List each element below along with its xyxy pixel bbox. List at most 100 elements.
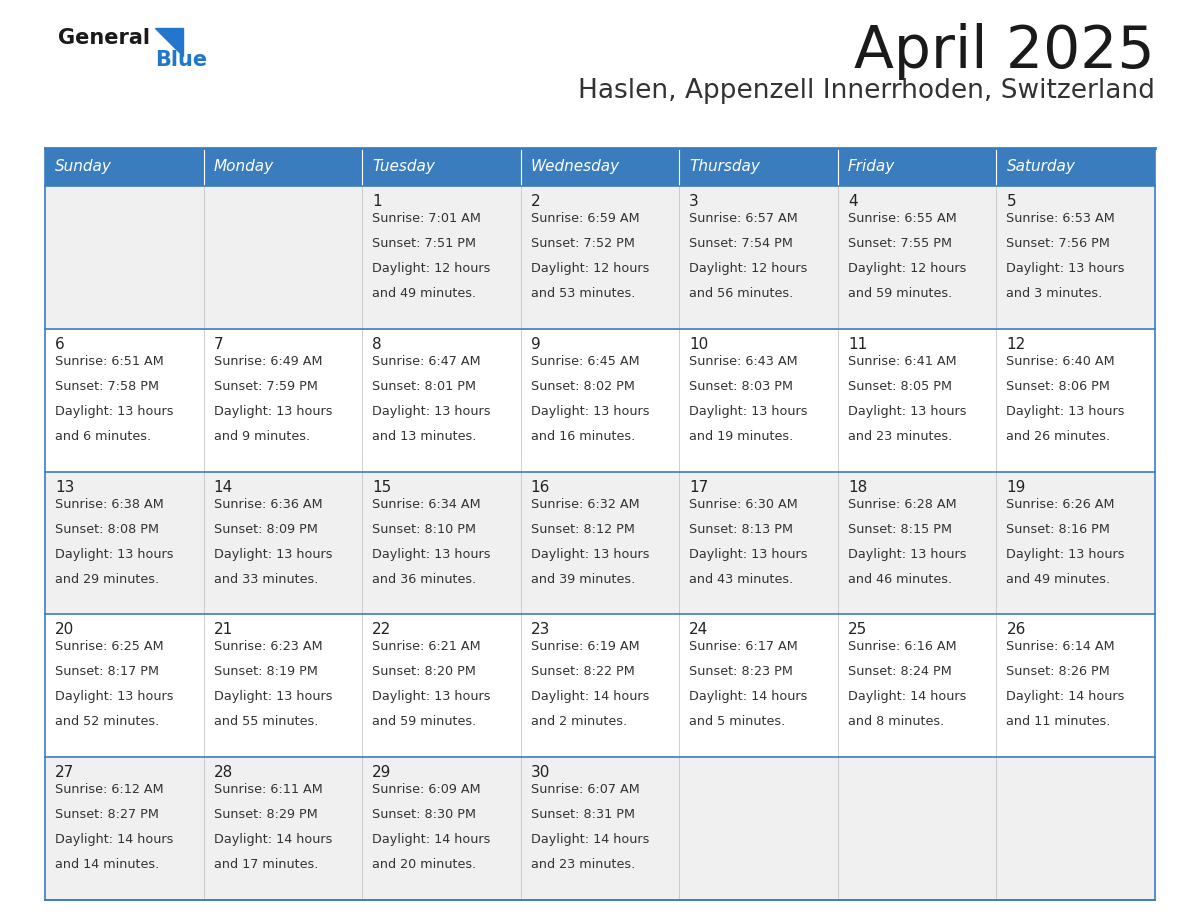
Text: Daylight: 12 hours: Daylight: 12 hours: [848, 262, 966, 275]
Text: Monday: Monday: [214, 160, 273, 174]
Text: and 56 minutes.: and 56 minutes.: [689, 287, 794, 300]
Text: Sunrise: 6:23 AM: Sunrise: 6:23 AM: [214, 641, 322, 654]
Text: Daylight: 13 hours: Daylight: 13 hours: [531, 405, 649, 418]
Text: Daylight: 13 hours: Daylight: 13 hours: [55, 405, 173, 418]
Text: Sunrise: 6:57 AM: Sunrise: 6:57 AM: [689, 212, 798, 225]
Text: Sunrise: 6:12 AM: Sunrise: 6:12 AM: [55, 783, 164, 796]
Bar: [45, 614, 1155, 757]
Text: Sunset: 8:16 PM: Sunset: 8:16 PM: [1006, 522, 1111, 535]
Text: Sunday: Sunday: [55, 160, 112, 174]
Bar: [680, 148, 838, 186]
Text: Sunset: 8:19 PM: Sunset: 8:19 PM: [214, 666, 317, 678]
Text: and 3 minutes.: and 3 minutes.: [1006, 287, 1102, 300]
Text: Sunrise: 6:49 AM: Sunrise: 6:49 AM: [214, 354, 322, 368]
Text: and 6 minutes.: and 6 minutes.: [55, 430, 151, 442]
Text: Daylight: 14 hours: Daylight: 14 hours: [531, 834, 649, 846]
Text: Sunrise: 6:53 AM: Sunrise: 6:53 AM: [1006, 212, 1116, 225]
Bar: [45, 148, 203, 186]
Text: Friday: Friday: [848, 160, 895, 174]
Text: 23: 23: [531, 622, 550, 637]
Text: Sunset: 8:09 PM: Sunset: 8:09 PM: [214, 522, 317, 535]
Text: Sunrise: 6:59 AM: Sunrise: 6:59 AM: [531, 212, 639, 225]
Text: Daylight: 13 hours: Daylight: 13 hours: [1006, 547, 1125, 561]
Bar: [362, 148, 520, 186]
Text: 7: 7: [214, 337, 223, 352]
Text: Sunrise: 6:55 AM: Sunrise: 6:55 AM: [848, 212, 956, 225]
Text: Sunset: 7:51 PM: Sunset: 7:51 PM: [372, 237, 476, 250]
Text: 30: 30: [531, 766, 550, 780]
Text: Sunset: 7:56 PM: Sunset: 7:56 PM: [1006, 237, 1111, 250]
Text: Sunset: 8:22 PM: Sunset: 8:22 PM: [531, 666, 634, 678]
Text: and 17 minutes.: and 17 minutes.: [214, 858, 318, 871]
Text: Daylight: 13 hours: Daylight: 13 hours: [214, 405, 333, 418]
Text: 26: 26: [1006, 622, 1025, 637]
Text: Sunrise: 6:47 AM: Sunrise: 6:47 AM: [372, 354, 481, 368]
Text: and 13 minutes.: and 13 minutes.: [372, 430, 476, 442]
Text: Daylight: 12 hours: Daylight: 12 hours: [689, 262, 808, 275]
Text: Sunset: 7:55 PM: Sunset: 7:55 PM: [848, 237, 952, 250]
Text: Tuesday: Tuesday: [372, 160, 435, 174]
Text: Daylight: 12 hours: Daylight: 12 hours: [531, 262, 649, 275]
Text: Sunset: 8:27 PM: Sunset: 8:27 PM: [55, 808, 159, 822]
Text: Daylight: 13 hours: Daylight: 13 hours: [848, 547, 966, 561]
Text: 22: 22: [372, 622, 391, 637]
Bar: [520, 148, 680, 186]
Text: 17: 17: [689, 479, 708, 495]
Text: Daylight: 14 hours: Daylight: 14 hours: [848, 690, 966, 703]
Text: and 14 minutes.: and 14 minutes.: [55, 858, 159, 871]
Text: 25: 25: [848, 622, 867, 637]
Text: Sunset: 8:17 PM: Sunset: 8:17 PM: [55, 666, 159, 678]
Text: Sunrise: 6:25 AM: Sunrise: 6:25 AM: [55, 641, 164, 654]
Text: and 59 minutes.: and 59 minutes.: [372, 715, 476, 728]
Text: Sunrise: 6:28 AM: Sunrise: 6:28 AM: [848, 498, 956, 510]
Text: Daylight: 12 hours: Daylight: 12 hours: [372, 262, 491, 275]
Text: and 23 minutes.: and 23 minutes.: [848, 430, 952, 442]
Text: and 29 minutes.: and 29 minutes.: [55, 573, 159, 586]
Text: Daylight: 13 hours: Daylight: 13 hours: [372, 405, 491, 418]
Text: Daylight: 13 hours: Daylight: 13 hours: [531, 547, 649, 561]
Text: 3: 3: [689, 194, 699, 209]
Polygon shape: [154, 28, 183, 56]
Text: 6: 6: [55, 337, 65, 352]
Text: 16: 16: [531, 479, 550, 495]
Text: Sunset: 8:08 PM: Sunset: 8:08 PM: [55, 522, 159, 535]
Text: Daylight: 14 hours: Daylight: 14 hours: [214, 834, 331, 846]
Text: 1: 1: [372, 194, 381, 209]
Text: 11: 11: [848, 337, 867, 352]
Text: Sunrise: 6:17 AM: Sunrise: 6:17 AM: [689, 641, 798, 654]
Bar: [45, 329, 1155, 472]
Text: Daylight: 13 hours: Daylight: 13 hours: [1006, 405, 1125, 418]
Text: and 36 minutes.: and 36 minutes.: [372, 573, 476, 586]
Text: Sunrise: 6:34 AM: Sunrise: 6:34 AM: [372, 498, 481, 510]
Text: Sunrise: 6:16 AM: Sunrise: 6:16 AM: [848, 641, 956, 654]
Text: Sunset: 8:24 PM: Sunset: 8:24 PM: [848, 666, 952, 678]
Text: Sunrise: 6:14 AM: Sunrise: 6:14 AM: [1006, 641, 1116, 654]
Text: Sunrise: 6:43 AM: Sunrise: 6:43 AM: [689, 354, 798, 368]
Text: Daylight: 14 hours: Daylight: 14 hours: [372, 834, 491, 846]
Text: Sunset: 8:03 PM: Sunset: 8:03 PM: [689, 380, 794, 393]
Text: and 59 minutes.: and 59 minutes.: [848, 287, 952, 300]
Text: and 52 minutes.: and 52 minutes.: [55, 715, 159, 728]
Text: and 43 minutes.: and 43 minutes.: [689, 573, 794, 586]
Bar: [838, 148, 997, 186]
Text: Sunrise: 6:21 AM: Sunrise: 6:21 AM: [372, 641, 481, 654]
Text: General: General: [58, 28, 150, 48]
Bar: [45, 472, 1155, 614]
Text: Daylight: 13 hours: Daylight: 13 hours: [848, 405, 966, 418]
Text: and 20 minutes.: and 20 minutes.: [372, 858, 476, 871]
Text: and 33 minutes.: and 33 minutes.: [214, 573, 318, 586]
Text: Sunset: 7:54 PM: Sunset: 7:54 PM: [689, 237, 794, 250]
Text: and 49 minutes.: and 49 minutes.: [1006, 573, 1111, 586]
Text: and 11 minutes.: and 11 minutes.: [1006, 715, 1111, 728]
Text: Daylight: 13 hours: Daylight: 13 hours: [214, 690, 333, 703]
Text: and 5 minutes.: and 5 minutes.: [689, 715, 785, 728]
Text: and 55 minutes.: and 55 minutes.: [214, 715, 318, 728]
Text: Sunset: 8:13 PM: Sunset: 8:13 PM: [689, 522, 794, 535]
Text: and 9 minutes.: and 9 minutes.: [214, 430, 310, 442]
Text: 20: 20: [55, 622, 74, 637]
Text: 27: 27: [55, 766, 74, 780]
Text: Sunset: 7:58 PM: Sunset: 7:58 PM: [55, 380, 159, 393]
Text: Sunset: 8:26 PM: Sunset: 8:26 PM: [1006, 666, 1110, 678]
Text: Sunrise: 6:32 AM: Sunrise: 6:32 AM: [531, 498, 639, 510]
Text: 12: 12: [1006, 337, 1025, 352]
